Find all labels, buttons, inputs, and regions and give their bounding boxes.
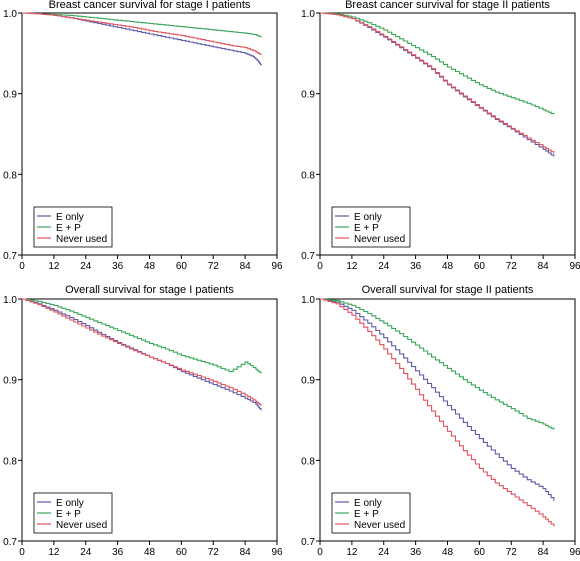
series-line-e-p bbox=[22, 298, 262, 374]
series-line-e-only bbox=[22, 12, 262, 66]
y-tick-label: 1.0 bbox=[3, 9, 17, 20]
x-tick-label: 36 bbox=[112, 547, 124, 558]
chart-panel-1: Breast cancer survival for stage I patie… bbox=[3, 0, 283, 272]
y-tick-label: 0.7 bbox=[301, 537, 315, 548]
x-tick-label: 72 bbox=[506, 547, 518, 558]
legend-label: E + P bbox=[56, 509, 81, 520]
y-tick-label: 0.7 bbox=[3, 537, 17, 548]
legend-label: E + P bbox=[354, 223, 379, 234]
legend-label: E only bbox=[354, 212, 382, 223]
x-tick-label: 60 bbox=[176, 547, 188, 558]
chart-title: Overall survival for stage I patients bbox=[65, 284, 234, 296]
y-tick-label: 1.0 bbox=[3, 295, 17, 306]
y-tick-label: 0.7 bbox=[3, 251, 17, 262]
x-tick-label: 60 bbox=[474, 261, 486, 272]
series-line-never-used bbox=[22, 12, 262, 55]
legend-label: E + P bbox=[56, 223, 81, 234]
series-line-e-p bbox=[320, 298, 555, 430]
legend-label: E only bbox=[354, 498, 382, 509]
y-tick-label: 0.9 bbox=[301, 90, 315, 101]
y-tick-label: 0.9 bbox=[301, 376, 315, 387]
y-tick-label: 0.8 bbox=[301, 170, 315, 181]
x-tick-label: 60 bbox=[474, 547, 486, 558]
x-tick-label: 12 bbox=[48, 261, 60, 272]
chart-title: Overall survival for stage II patients bbox=[362, 284, 534, 296]
y-tick-label: 0.8 bbox=[301, 456, 315, 467]
chart-panel-3: Overall survival for stage I patients 0 12… bbox=[3, 284, 283, 558]
x-tick-label: 60 bbox=[176, 261, 188, 272]
legend-label: Never used bbox=[56, 234, 107, 245]
series-line-e-only bbox=[22, 298, 262, 411]
x-tick-label: 12 bbox=[346, 547, 358, 558]
x-tick-label: 0 bbox=[317, 261, 323, 272]
x-tick-label: 96 bbox=[569, 547, 580, 558]
x-tick-label: 84 bbox=[538, 547, 550, 558]
x-tick-label: 36 bbox=[112, 261, 124, 272]
y-tick-label: 0.8 bbox=[3, 170, 17, 181]
chart-title: Breast cancer survival for stage II pati… bbox=[345, 0, 550, 11]
y-tick-label: 1.0 bbox=[301, 9, 315, 20]
series-line-never-used bbox=[22, 298, 262, 406]
y-tick-label: 0.9 bbox=[3, 90, 17, 101]
series-line-e-p bbox=[22, 12, 262, 38]
y-tick-label: 0.9 bbox=[3, 376, 17, 387]
legend-label: Never used bbox=[56, 520, 107, 531]
chart-panel-4: Overall survival for stage II patients 0 1… bbox=[301, 284, 580, 558]
legend-label: E + P bbox=[354, 509, 379, 520]
x-tick-label: 84 bbox=[240, 261, 252, 272]
x-tick-label: 0 bbox=[19, 261, 25, 272]
y-tick-label: 1.0 bbox=[301, 295, 315, 306]
x-tick-label: 72 bbox=[208, 261, 220, 272]
legend-label: Never used bbox=[354, 234, 405, 245]
x-tick-label: 84 bbox=[538, 261, 550, 272]
x-tick-label: 0 bbox=[19, 547, 25, 558]
y-tick-label: 0.7 bbox=[301, 251, 315, 262]
x-tick-label: 0 bbox=[317, 547, 323, 558]
x-tick-label: 24 bbox=[378, 547, 390, 558]
x-tick-label: 96 bbox=[271, 547, 283, 558]
series-line-never-used bbox=[320, 12, 555, 154]
x-tick-label: 36 bbox=[410, 261, 422, 272]
x-tick-label: 48 bbox=[144, 547, 156, 558]
x-tick-label: 48 bbox=[442, 261, 454, 272]
y-tick-label: 0.8 bbox=[3, 456, 17, 467]
x-tick-label: 84 bbox=[240, 547, 252, 558]
series-line-e-only bbox=[320, 12, 555, 157]
x-tick-label: 24 bbox=[378, 261, 390, 272]
x-tick-label: 24 bbox=[80, 261, 92, 272]
x-tick-label: 96 bbox=[271, 261, 283, 272]
legend-label: E only bbox=[56, 212, 84, 223]
x-tick-label: 96 bbox=[569, 261, 580, 272]
x-tick-label: 36 bbox=[410, 547, 422, 558]
series-line-never-used bbox=[320, 298, 555, 527]
x-tick-label: 12 bbox=[346, 261, 358, 272]
x-tick-label: 24 bbox=[80, 547, 92, 558]
x-tick-label: 72 bbox=[208, 547, 220, 558]
x-tick-label: 48 bbox=[442, 547, 454, 558]
legend-label: Never used bbox=[354, 520, 405, 531]
series-line-e-p bbox=[320, 12, 555, 115]
chart-title: Breast cancer survival for stage I patie… bbox=[49, 0, 251, 11]
x-tick-label: 48 bbox=[144, 261, 156, 272]
series-line-e-only bbox=[320, 298, 555, 501]
chart-panel-2: Breast cancer survival for stage II pati… bbox=[301, 0, 580, 272]
x-tick-label: 72 bbox=[506, 261, 518, 272]
x-tick-label: 12 bbox=[48, 547, 60, 558]
legend-label: E only bbox=[56, 498, 84, 509]
